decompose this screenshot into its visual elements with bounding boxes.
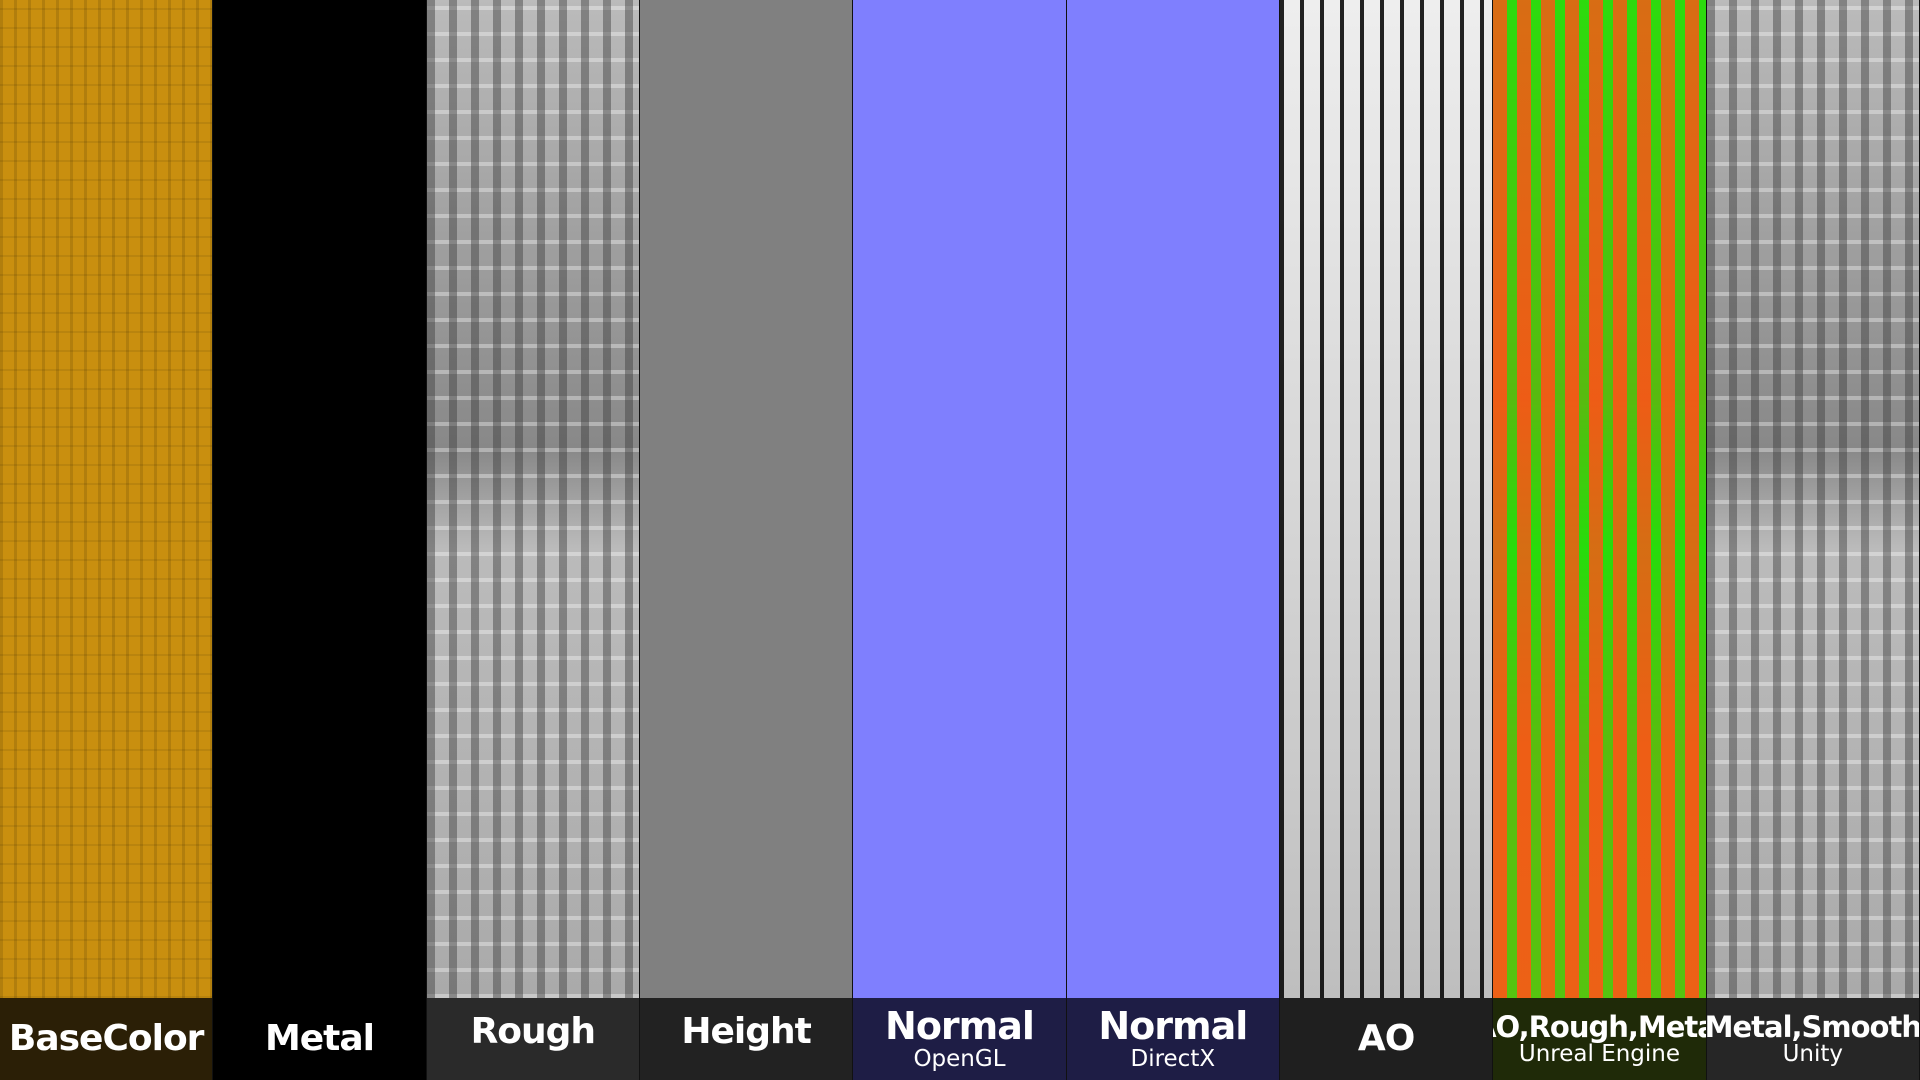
map-subtitle: OpenGL [913, 1045, 1006, 1072]
rough-texture [426, 0, 639, 998]
arm-texture [1493, 0, 1706, 998]
map-name: Height [681, 1011, 811, 1053]
map-normal-opengl: Normal OpenGL [853, 0, 1067, 1080]
normal-opengl-texture [853, 0, 1066, 998]
map-subtitle: Unreal Engine [1518, 1041, 1681, 1068]
map-label: AO,Rough,MetalUnreal Engine [1493, 998, 1706, 1080]
map-label: Normal OpenGL [853, 998, 1066, 1080]
map-label: Metal,Smooth Unity [1706, 998, 1920, 1080]
map-metal: Metal [213, 0, 427, 1080]
metal-smooth-texture [1706, 0, 1919, 998]
height-texture [639, 0, 853, 998]
map-subtitle: Unity [1782, 1041, 1843, 1068]
map-name: BaseColor [8, 1018, 205, 1060]
map-name: Metal,Smooth [1706, 1009, 1920, 1044]
map-name: Metal [264, 1018, 375, 1060]
map-normal-directx: Normal DirectX [1066, 0, 1280, 1080]
map-label: Metal [213, 998, 426, 1080]
map-metal-smooth: Metal,Smooth Unity [1706, 0, 1920, 1080]
normal-directx-texture [1066, 0, 1279, 998]
map-ao: AO [1279, 0, 1494, 1080]
map-label: Height [639, 998, 853, 1080]
map-name: AO,Rough,Metal [1493, 1009, 1705, 1044]
map-label: Rough [426, 998, 639, 1080]
map-label: Normal DirectX [1066, 998, 1279, 1080]
map-name: Normal [1098, 1003, 1248, 1048]
map-name: AO [1357, 1018, 1415, 1060]
map-height: Height [639, 0, 854, 1080]
map-name: Rough [470, 1011, 596, 1053]
map-basecolor: BaseColor [0, 0, 214, 1080]
map-name: Normal [885, 1003, 1035, 1048]
ao-texture [1279, 0, 1493, 998]
basecolor-texture [0, 0, 213, 998]
metal-texture [213, 0, 426, 998]
map-rough: Rough [426, 0, 640, 1080]
map-label: AO [1279, 998, 1493, 1080]
map-ao-rough-metal: AO,Rough,MetalUnreal Engine [1493, 0, 1707, 1080]
map-label: BaseColor [0, 998, 213, 1080]
map-subtitle: DirectX [1130, 1045, 1216, 1072]
